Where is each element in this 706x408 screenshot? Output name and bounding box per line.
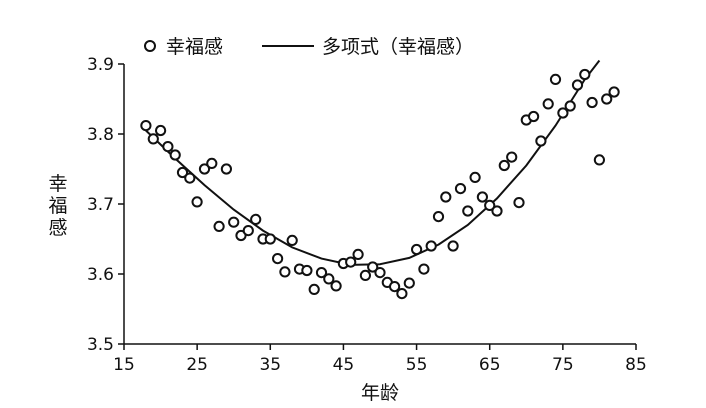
data-point [454, 183, 467, 195]
data-point [140, 120, 152, 132]
data-point [440, 191, 452, 203]
y-axis-label-text: 幸福感 [48, 173, 67, 239]
legend-label-scatter: 幸福感 [166, 36, 223, 58]
legend: 幸福感 多项式（幸福感） [144, 36, 474, 58]
data-point [220, 163, 232, 175]
data-point [206, 157, 218, 169]
data-point [155, 124, 167, 137]
data-point [549, 73, 562, 86]
data-point [506, 151, 518, 163]
x-tick-label: 55 [406, 355, 428, 375]
data-point [367, 261, 379, 273]
data-point [557, 107, 569, 119]
data-point [476, 191, 488, 203]
data-point [579, 68, 591, 81]
data-point [162, 141, 174, 153]
data-point [169, 149, 181, 161]
data-point [242, 225, 254, 237]
data-point [513, 197, 525, 209]
x-tick-label: 45 [333, 355, 355, 375]
y-tick-label: 3.7 [87, 195, 114, 215]
data-point [191, 196, 203, 208]
data-point [213, 220, 225, 232]
data-point [374, 267, 386, 279]
data-point [462, 205, 474, 217]
x-tick-label: 85 [625, 355, 647, 375]
data-point [432, 211, 445, 223]
points-layer [140, 68, 620, 300]
x-ticks: 15 25 35 45 55 65 75 85 [113, 344, 647, 375]
trend-line [145, 59, 601, 266]
x-axis-label: 年龄 [361, 382, 399, 404]
data-point [571, 79, 584, 91]
data-point [542, 98, 554, 110]
data-point [528, 110, 540, 123]
data-point [411, 243, 423, 256]
legend-label-trend: 多项式（幸福感） [322, 36, 474, 58]
y-tick-label: 3.6 [87, 265, 114, 285]
x-tick-label: 25 [186, 355, 208, 375]
y-tick-label: 3.8 [87, 125, 114, 145]
data-point [308, 283, 320, 295]
data-point [272, 253, 284, 265]
data-point [403, 277, 415, 289]
x-tick-label: 75 [552, 355, 574, 375]
data-point [359, 269, 371, 281]
data-point [147, 133, 159, 145]
data-point [228, 216, 240, 228]
data-point [323, 273, 335, 285]
data-point [286, 234, 298, 246]
data-point [396, 288, 408, 300]
data-point [498, 159, 510, 172]
data-point [491, 205, 503, 217]
x-tick-label: 65 [479, 355, 501, 375]
y-tick-label: 3.5 [87, 335, 114, 355]
legend-marker-scatter [144, 40, 156, 52]
data-point [250, 213, 262, 225]
data-point [535, 135, 547, 147]
data-point [345, 256, 357, 268]
data-point [176, 166, 189, 179]
data-point [330, 280, 342, 292]
data-point [484, 199, 496, 211]
data-point [352, 248, 364, 260]
x-tick-label: 15 [113, 355, 135, 375]
y-ticks: 3.5 3.6 3.7 3.8 3.9 [87, 55, 124, 355]
y-tick-label: 3.9 [87, 55, 114, 75]
data-point [198, 163, 211, 175]
data-point [184, 172, 196, 184]
y-axis-label: 幸福感 [48, 173, 67, 239]
data-point [564, 100, 576, 112]
data-point [279, 266, 291, 278]
data-point [315, 267, 328, 279]
data-point [469, 171, 481, 183]
data-point [418, 263, 430, 275]
data-point [586, 96, 598, 109]
data-point [425, 240, 437, 252]
data-point [264, 233, 276, 245]
x-tick-label: 35 [259, 355, 281, 375]
data-point [301, 264, 313, 277]
data-point [389, 281, 401, 293]
data-point [593, 154, 606, 166]
data-point [608, 86, 620, 98]
data-point [447, 240, 459, 252]
trend-layer [145, 59, 601, 266]
data-point [601, 93, 613, 105]
